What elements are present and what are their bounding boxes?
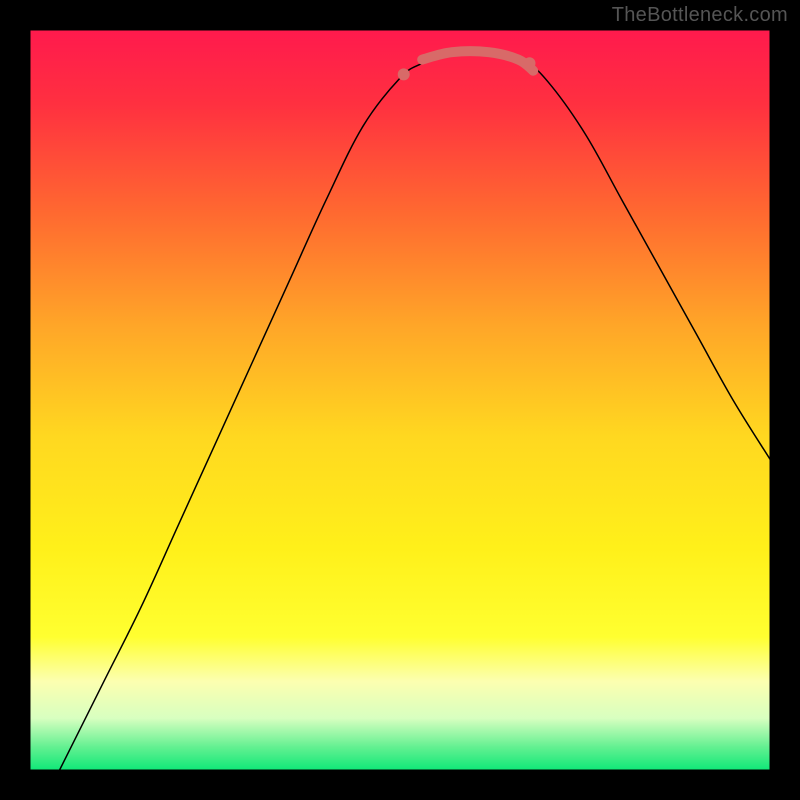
chart-container: TheBottleneck.com [0,0,800,800]
watermark-text: TheBottleneck.com [612,4,788,27]
bottleneck-chart [0,0,800,800]
